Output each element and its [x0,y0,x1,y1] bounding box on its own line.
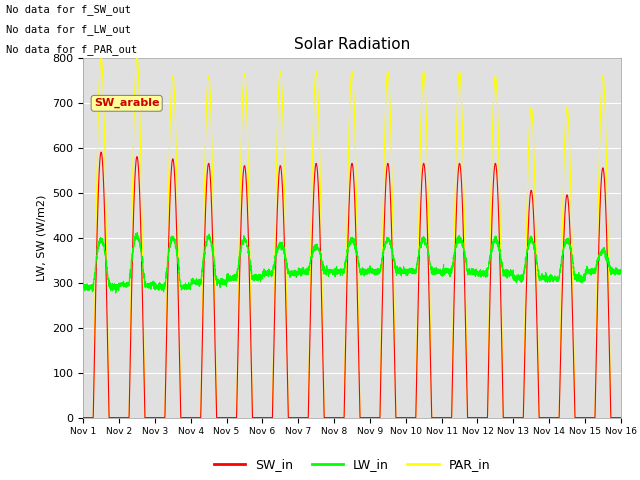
Text: No data for f_LW_out: No data for f_LW_out [6,24,131,35]
Legend: SW_in, LW_in, PAR_in: SW_in, LW_in, PAR_in [209,453,495,476]
Title: Solar Radiation: Solar Radiation [294,37,410,52]
Y-axis label: LW, SW (W/m2): LW, SW (W/m2) [36,194,47,281]
Text: No data for f_SW_out: No data for f_SW_out [6,4,131,15]
Text: SW_arable: SW_arable [94,98,159,108]
Text: No data for f_PAR_out: No data for f_PAR_out [6,44,138,55]
